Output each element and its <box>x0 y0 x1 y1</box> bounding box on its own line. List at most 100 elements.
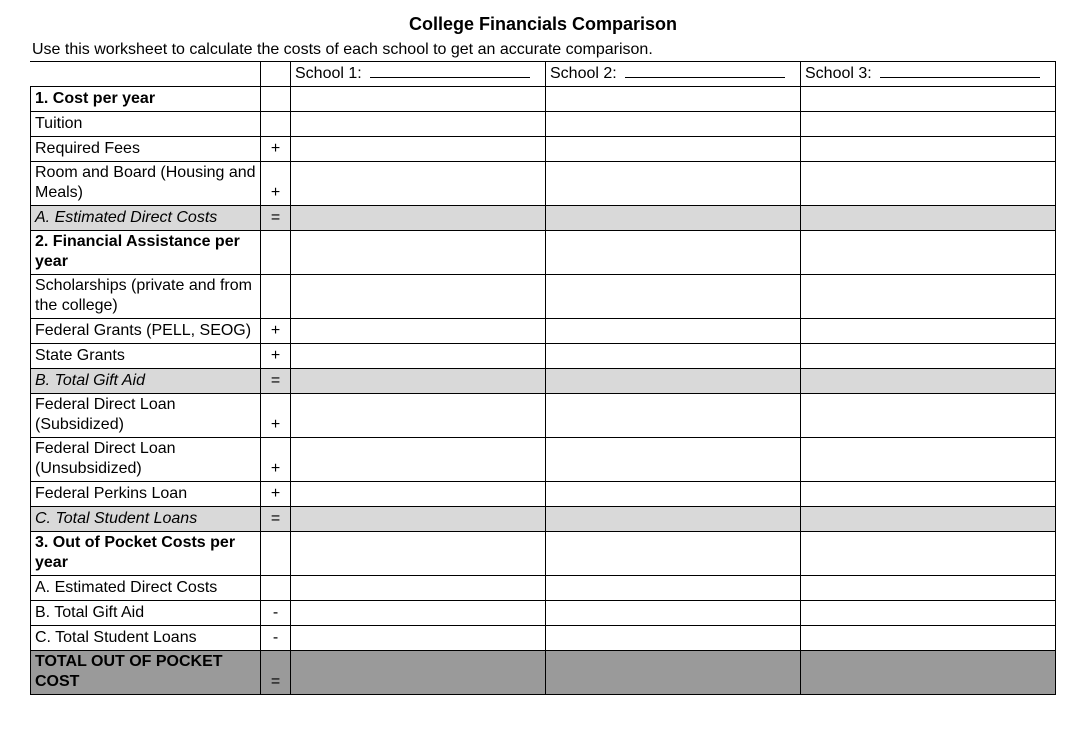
value-cell[interactable] <box>801 601 1056 626</box>
row-label: Tuition <box>31 112 261 137</box>
table-row: B. Total Gift Aid- <box>31 601 1056 626</box>
value-cell[interactable] <box>801 112 1056 137</box>
header-row: School 1: School 2: School 3: <box>31 62 1056 87</box>
value-cell[interactable] <box>801 275 1056 319</box>
value-cell[interactable] <box>546 112 801 137</box>
row-label: Federal Direct Loan (Subsidized) <box>31 394 261 438</box>
table-row: State Grants+ <box>31 344 1056 369</box>
table-row: C. Total Student Loans= <box>31 507 1056 532</box>
value-cell[interactable] <box>546 344 801 369</box>
table-row: Scholarships (private and from the colle… <box>31 275 1056 319</box>
row-operator: + <box>261 162 291 206</box>
value-cell[interactable] <box>801 507 1056 532</box>
table-row: Room and Board (Housing and Meals)+ <box>31 162 1056 206</box>
value-cell[interactable] <box>546 87 801 112</box>
value-cell[interactable] <box>291 601 546 626</box>
row-label: 3. Out of Pocket Costs per year <box>31 532 261 576</box>
value-cell[interactable] <box>546 369 801 394</box>
table-row: B. Total Gift Aid= <box>31 369 1056 394</box>
row-label: TOTAL OUT OF POCKET COST <box>31 651 261 695</box>
row-operator: + <box>261 394 291 438</box>
school-2-input-line[interactable] <box>625 63 785 78</box>
row-operator: = <box>261 369 291 394</box>
value-cell[interactable] <box>801 344 1056 369</box>
school-3-input-line[interactable] <box>880 63 1040 78</box>
value-cell[interactable] <box>546 438 801 482</box>
value-cell[interactable] <box>546 319 801 344</box>
value-cell[interactable] <box>546 162 801 206</box>
row-label: State Grants <box>31 344 261 369</box>
school-2-label: School 2: <box>550 65 617 82</box>
value-cell[interactable] <box>291 319 546 344</box>
value-cell[interactable] <box>291 162 546 206</box>
value-cell[interactable] <box>546 206 801 231</box>
table-body: School 1: School 2: School 3: 1. Cost pe… <box>31 62 1056 695</box>
school-1-label: School 1: <box>295 65 362 82</box>
value-cell[interactable] <box>801 137 1056 162</box>
value-cell[interactable] <box>801 651 1056 695</box>
value-cell[interactable] <box>291 532 546 576</box>
value-cell[interactable] <box>546 482 801 507</box>
value-cell[interactable] <box>801 206 1056 231</box>
value-cell[interactable] <box>291 438 546 482</box>
value-cell[interactable] <box>801 532 1056 576</box>
row-operator <box>261 112 291 137</box>
value-cell[interactable] <box>546 507 801 532</box>
school-1-input-line[interactable] <box>370 63 530 78</box>
value-cell[interactable] <box>291 137 546 162</box>
header-blank-op <box>261 62 291 87</box>
instructions-text: Use this worksheet to calculate the cost… <box>32 41 1056 59</box>
value-cell[interactable] <box>546 532 801 576</box>
row-label: A. Estimated Direct Costs <box>31 206 261 231</box>
page-title: College Financials Comparison <box>30 14 1056 35</box>
value-cell[interactable] <box>801 319 1056 344</box>
row-label: Required Fees <box>31 137 261 162</box>
value-cell[interactable] <box>291 112 546 137</box>
value-cell[interactable] <box>546 137 801 162</box>
value-cell[interactable] <box>291 482 546 507</box>
value-cell[interactable] <box>801 369 1056 394</box>
value-cell[interactable] <box>291 344 546 369</box>
value-cell[interactable] <box>291 576 546 601</box>
value-cell[interactable] <box>801 394 1056 438</box>
value-cell[interactable] <box>801 576 1056 601</box>
value-cell[interactable] <box>546 576 801 601</box>
row-operator <box>261 532 291 576</box>
row-operator: = <box>261 651 291 695</box>
value-cell[interactable] <box>291 87 546 112</box>
value-cell[interactable] <box>291 231 546 275</box>
value-cell[interactable] <box>291 507 546 532</box>
value-cell[interactable] <box>801 162 1056 206</box>
value-cell[interactable] <box>546 601 801 626</box>
table-row: Required Fees+ <box>31 137 1056 162</box>
value-cell[interactable] <box>291 206 546 231</box>
value-cell[interactable] <box>291 394 546 438</box>
value-cell[interactable] <box>801 231 1056 275</box>
table-row: 2. Financial Assistance per year <box>31 231 1056 275</box>
value-cell[interactable] <box>546 275 801 319</box>
school-3-header: School 3: <box>801 62 1056 87</box>
row-operator: - <box>261 626 291 651</box>
value-cell[interactable] <box>546 394 801 438</box>
value-cell[interactable] <box>546 651 801 695</box>
row-label: 1. Cost per year <box>31 87 261 112</box>
value-cell[interactable] <box>801 87 1056 112</box>
value-cell[interactable] <box>801 482 1056 507</box>
row-operator: + <box>261 438 291 482</box>
row-operator: + <box>261 344 291 369</box>
value-cell[interactable] <box>291 651 546 695</box>
table-row: Federal Direct Loan (Unsubsidized)+ <box>31 438 1056 482</box>
value-cell[interactable] <box>546 231 801 275</box>
value-cell[interactable] <box>291 275 546 319</box>
value-cell[interactable] <box>546 626 801 651</box>
row-label: A. Estimated Direct Costs <box>31 576 261 601</box>
table-row: 1. Cost per year <box>31 87 1056 112</box>
row-label: C. Total Student Loans <box>31 507 261 532</box>
value-cell[interactable] <box>801 626 1056 651</box>
table-row: Federal Perkins Loan+ <box>31 482 1056 507</box>
row-label: C. Total Student Loans <box>31 626 261 651</box>
value-cell[interactable] <box>801 438 1056 482</box>
row-label: Scholarships (private and from the colle… <box>31 275 261 319</box>
value-cell[interactable] <box>291 626 546 651</box>
value-cell[interactable] <box>291 369 546 394</box>
